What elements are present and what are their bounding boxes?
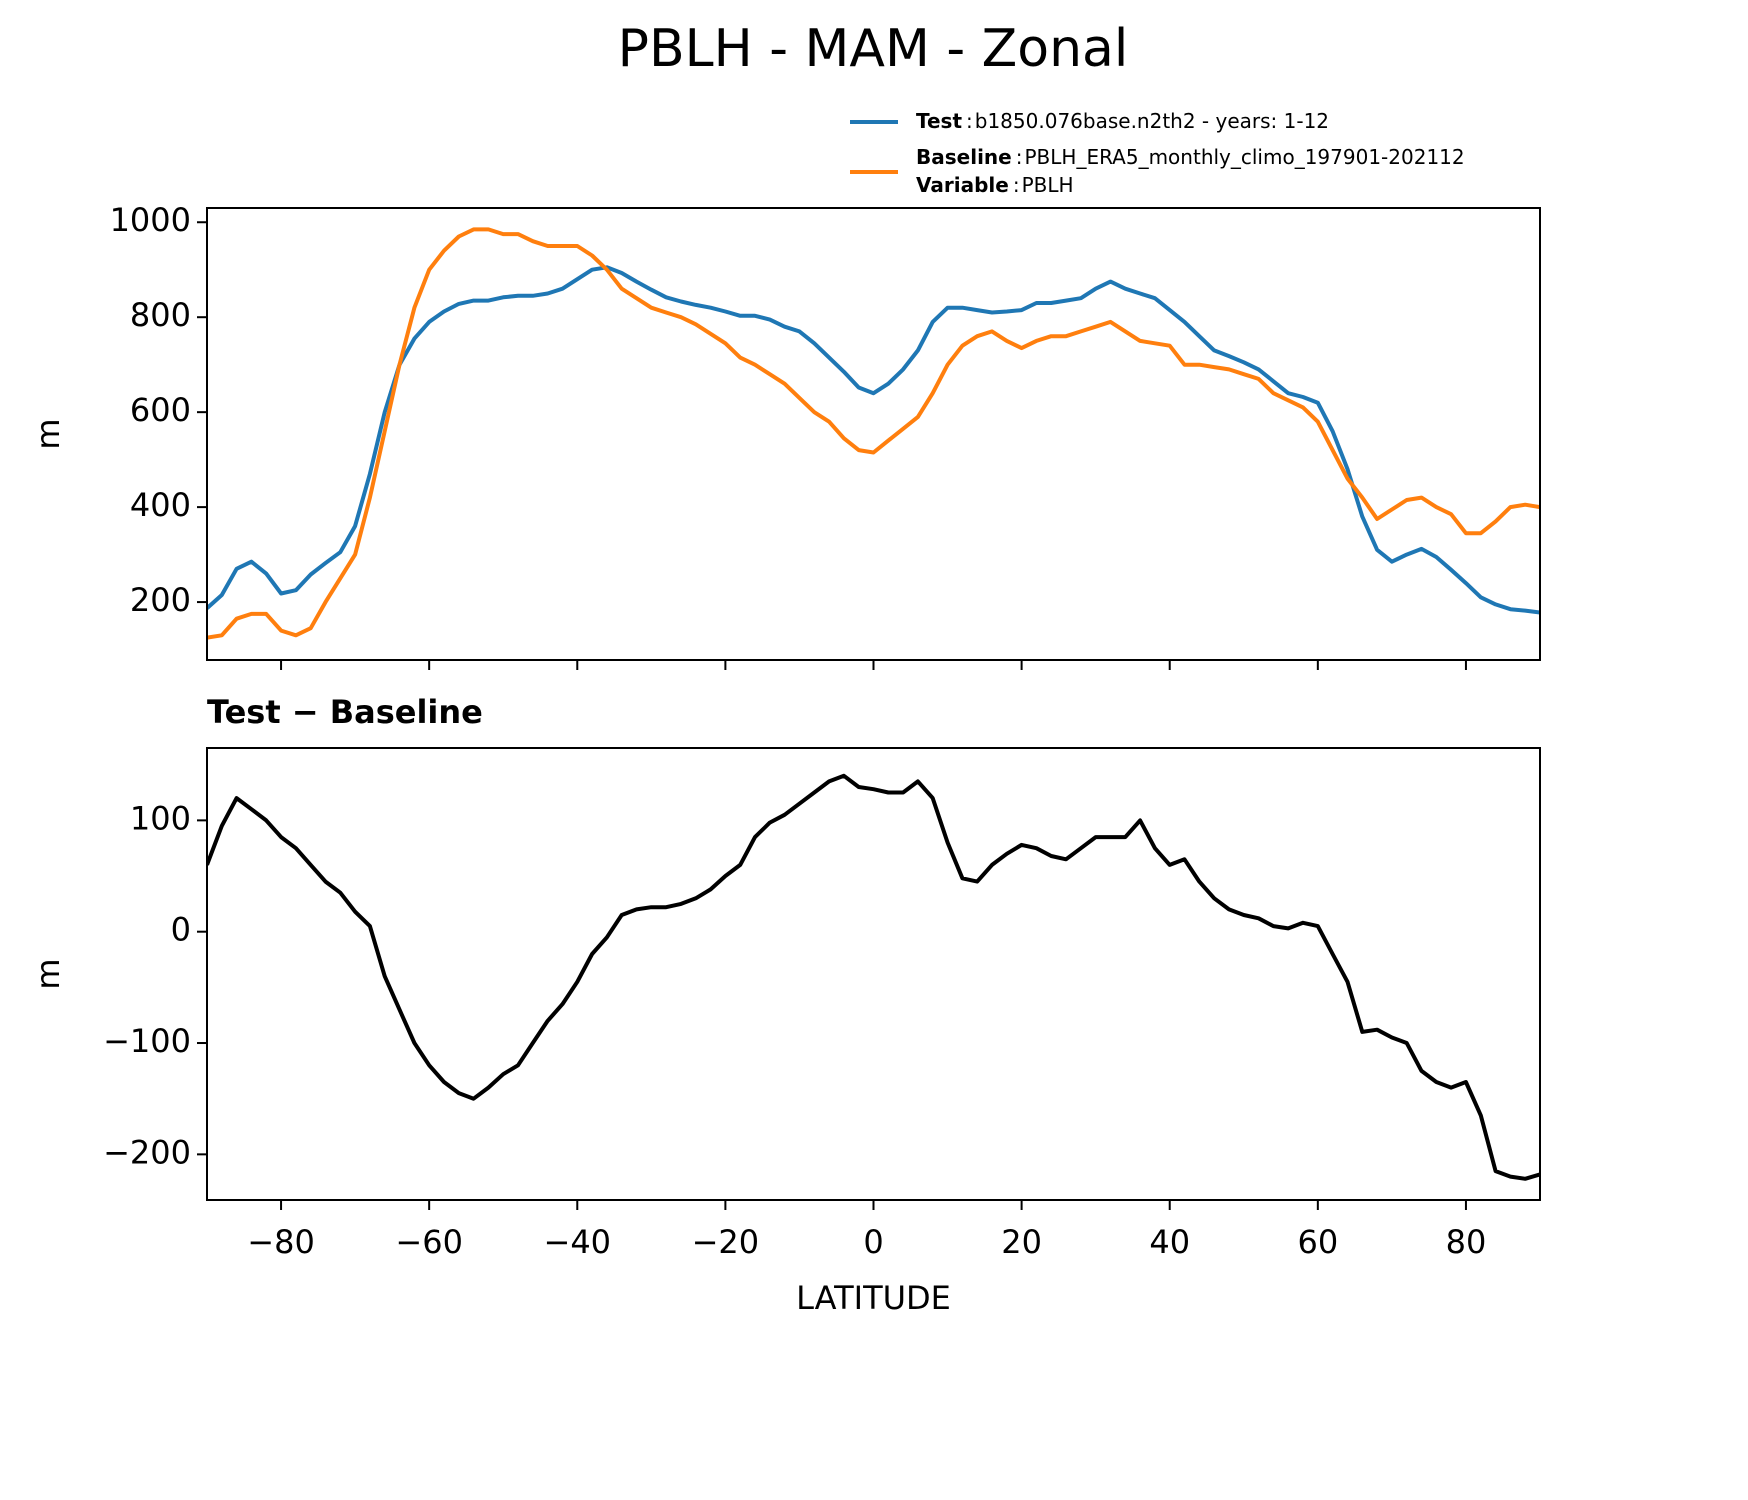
legend-entry: Variable: PBLH	[916, 173, 1074, 197]
y-tick-label: −100	[103, 1022, 191, 1060]
series-line	[207, 773, 1540, 1181]
axes-frame	[206, 747, 1541, 1201]
series-line	[207, 265, 1540, 615]
legend-separator: :	[1013, 173, 1020, 197]
legend-separator: :	[1016, 145, 1023, 169]
y-tick-label: 0	[171, 911, 191, 949]
legend-name: Baseline	[916, 145, 1012, 169]
x-tick-label: 0	[863, 1223, 883, 1261]
y-tick-label: 200	[130, 581, 191, 619]
legend-entry: Test: b1850.076base.n2th2 - years: 1-12	[916, 109, 1329, 133]
y-axis-label: m	[29, 418, 67, 449]
y-tick-label: 600	[130, 391, 191, 429]
y-tick-label: 1000	[110, 201, 191, 239]
x-tick-label: −20	[692, 1223, 760, 1261]
legend-description: b1850.076base.n2th2 - years: 1-12	[975, 109, 1329, 133]
x-tick-label: 80	[1446, 1223, 1487, 1261]
x-tick-label: −40	[544, 1223, 612, 1261]
y-tick-label: 400	[130, 486, 191, 524]
y-tick-label: −200	[103, 1133, 191, 1171]
x-tick-label: −80	[247, 1223, 315, 1261]
subplot-title: Test − Baseline	[207, 693, 483, 731]
legend-description: PBLH	[1022, 173, 1074, 197]
axes-frame	[206, 207, 1541, 661]
figure-title: PBLH - MAM - Zonal	[618, 19, 1129, 79]
x-tick-label: 20	[1001, 1223, 1042, 1261]
x-axis-label: LATITUDE	[796, 1279, 951, 1317]
legend-description: PBLH_ERA5_monthly_climo_197901-202112	[1024, 145, 1464, 169]
legend-name: Variable	[916, 173, 1009, 197]
x-tick-label: 40	[1149, 1223, 1190, 1261]
legend-name: Test	[916, 109, 962, 133]
x-tick-label: −60	[395, 1223, 463, 1261]
y-tick-label: 100	[130, 799, 191, 837]
legend-separator: :	[966, 109, 973, 133]
series-line	[207, 227, 1540, 640]
y-axis-label: m	[29, 958, 67, 989]
x-tick-label: 60	[1297, 1223, 1338, 1261]
y-tick-label: 800	[130, 296, 191, 334]
legend-entry: Baseline: PBLH_ERA5_monthly_climo_197901-…	[916, 145, 1465, 169]
